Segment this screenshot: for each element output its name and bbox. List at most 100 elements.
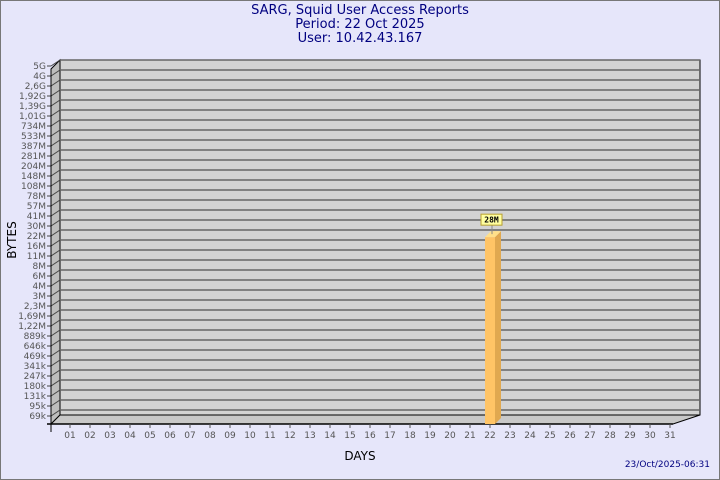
- y-tick-label: 2,3M: [24, 302, 46, 312]
- bar-22: [485, 237, 495, 424]
- gridline-side: [50, 259, 61, 267]
- x-tick-label: 16: [364, 431, 376, 441]
- x-tick-label: 05: [144, 431, 155, 441]
- x-axis-title: DAYS: [344, 449, 375, 463]
- x-tick-label: 20: [444, 431, 456, 441]
- x-tick-label: 19: [424, 431, 436, 441]
- y-tick-label: 57M: [27, 202, 46, 212]
- y-tick-label: 4M: [33, 282, 47, 292]
- gridline-side: [50, 69, 61, 77]
- gridline-side: [50, 269, 61, 277]
- y-tick-label: 16M: [27, 242, 46, 252]
- x-tick-label: 04: [124, 431, 136, 441]
- gridline-side: [50, 79, 61, 87]
- bar-value-label: 28M: [484, 216, 499, 225]
- floor: [49, 414, 701, 425]
- gridline-side: [50, 89, 61, 97]
- x-tick-label: 23: [504, 431, 515, 441]
- x-tick-label: 11: [264, 431, 275, 441]
- y-axis-title: BYTES: [5, 221, 19, 258]
- x-tick-label: 25: [544, 431, 555, 441]
- y-tick-label: 180k: [24, 382, 47, 392]
- gridline-side: [50, 389, 61, 397]
- y-tick-label: 41M: [27, 212, 46, 222]
- y-tick-label: 95k: [29, 402, 46, 412]
- y-tick-label: 1,01G: [19, 112, 46, 122]
- gridline-side: [50, 209, 61, 217]
- gridline-side: [50, 349, 61, 357]
- chart-period: Period: 22 Oct 2025: [295, 17, 425, 32]
- y-tick-label: 2,6G: [25, 82, 46, 92]
- x-tick-label: 18: [404, 431, 416, 441]
- gridline-side: [50, 109, 61, 117]
- gridline-side: [50, 189, 61, 197]
- x-tick-label: 12: [284, 431, 295, 441]
- x-tick-label: 31: [664, 431, 675, 441]
- y-tick-label: 78M: [27, 192, 46, 202]
- y-tick-label: 1,39G: [19, 102, 46, 112]
- gridline-side: [50, 379, 61, 387]
- bar-label-box: [480, 213, 503, 226]
- y-tick-label: 281M: [21, 152, 46, 162]
- x-tick-label: 29: [624, 431, 636, 441]
- y-tick-label: 387M: [21, 142, 46, 152]
- y-tick-label: 22M: [27, 232, 46, 242]
- gridline-side: [50, 319, 61, 327]
- y-tick-label: 30M: [27, 222, 46, 232]
- x-tick-label: 27: [584, 431, 595, 441]
- gridline-side: [50, 369, 61, 377]
- y-tick-label: 5G: [33, 62, 46, 72]
- x-tick-label: 21: [464, 431, 475, 441]
- bar-side-22: [495, 231, 501, 424]
- y-tick-label: 108M: [21, 182, 46, 192]
- x-tick-label: 07: [184, 431, 195, 441]
- gridline-side: [50, 149, 61, 157]
- x-tick-label: 22: [484, 431, 495, 441]
- gridline-side: [50, 239, 61, 247]
- y-tick-label: 247k: [24, 372, 47, 382]
- y-tick-label: 533M: [21, 132, 46, 142]
- y-tick-label: 204M: [21, 162, 46, 172]
- x-tick-label: 30: [644, 431, 656, 441]
- gridline-side: [50, 409, 61, 417]
- gridline-side: [50, 159, 61, 167]
- y-tick-label: 11M: [27, 252, 46, 262]
- x-tick-label: 14: [324, 431, 336, 441]
- y-tick-label: 1,92G: [19, 92, 46, 102]
- gridline-side: [50, 99, 61, 107]
- y-tick-label: 131k: [24, 392, 47, 402]
- y-tick-label: 469k: [24, 352, 47, 362]
- y-tick-label: 69k: [29, 412, 46, 422]
- x-tick-label: 01: [64, 431, 75, 441]
- gridline-side: [50, 169, 61, 177]
- x-tick-label: 06: [164, 431, 176, 441]
- gridline-side: [50, 199, 61, 207]
- chart-user: User: 10.42.43.167: [297, 31, 423, 46]
- y-tick-label: 8M: [33, 262, 47, 272]
- x-tick-label: 24: [524, 431, 536, 441]
- gridline-side: [50, 399, 61, 407]
- gridline-side: [50, 249, 61, 257]
- x-tick-label: 15: [344, 431, 355, 441]
- y-tick-label: 341k: [24, 362, 47, 372]
- gridline-side: [50, 119, 61, 127]
- gridline-side: [50, 179, 61, 187]
- gridline-side: [50, 339, 61, 347]
- y-tick-label: 734M: [21, 122, 46, 132]
- gridline-side: [50, 219, 61, 227]
- x-tick-label: 08: [204, 431, 216, 441]
- gridline-side: [50, 359, 61, 367]
- x-tick-label: 03: [104, 431, 115, 441]
- gridline-side: [50, 129, 61, 137]
- y-tick-label: 1,69M: [18, 312, 46, 322]
- y-tick-label: 889k: [24, 332, 47, 342]
- x-tick-label: 10: [244, 431, 256, 441]
- y-tick-label: 6M: [33, 272, 47, 282]
- x-tick-label: 26: [564, 431, 576, 441]
- y-tick-label: 148M: [21, 172, 46, 182]
- x-tick-label: 28: [604, 431, 616, 441]
- x-tick-label: 02: [84, 431, 95, 441]
- gridline-side: [50, 279, 61, 287]
- x-tick-label: 09: [224, 431, 236, 441]
